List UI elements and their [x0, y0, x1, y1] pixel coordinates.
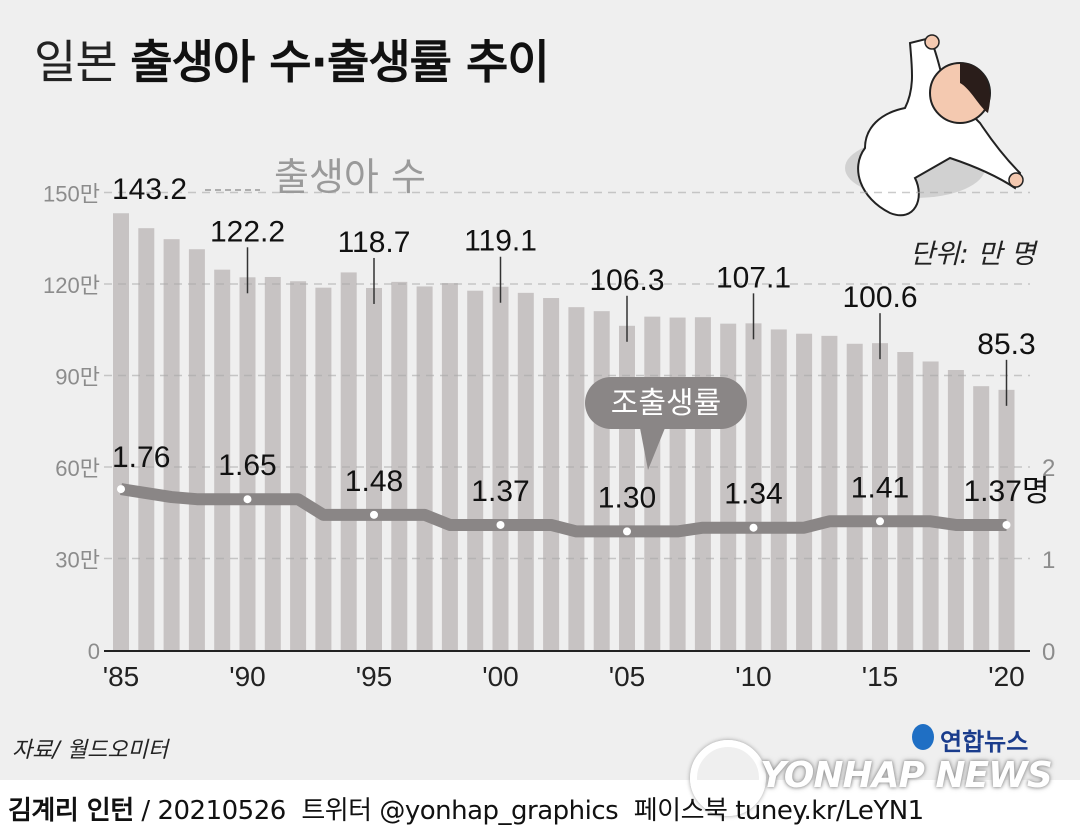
bar-1995 — [366, 287, 382, 650]
bar-1990 — [239, 277, 256, 650]
rate-value-label: 1.30 — [598, 481, 656, 514]
bar-2018 — [947, 370, 964, 650]
rate-value-label: 1.41 — [851, 471, 909, 504]
bar-2010 — [745, 323, 762, 650]
x-tick-label: '00 — [482, 661, 519, 692]
bar-2000 — [492, 286, 509, 650]
bar-series-label: 출생아 수 — [274, 155, 426, 199]
bar-value-label: 107.1 — [716, 261, 791, 294]
footer-facebook[interactable]: 페이스북 tuney.kr/LeYN1 — [633, 796, 924, 826]
bar-2016 — [897, 352, 914, 650]
baby-illustration-icon — [845, 34, 1024, 217]
line-series-label: 조출생률 — [611, 386, 721, 421]
bar-value-label: 119.1 — [464, 225, 537, 258]
yonhap-watermark: YONHAP NEWS — [760, 755, 1053, 796]
bar-2012 — [796, 333, 813, 650]
rate-value-label: 1.65 — [218, 449, 276, 482]
bar-2008 — [694, 317, 711, 650]
bar-2014 — [846, 343, 863, 650]
rate-value-label: 1.48 — [345, 465, 403, 498]
bar-value-label: 122.2 — [210, 215, 285, 248]
bar-value-label: 100.6 — [842, 281, 917, 314]
bar-1988 — [188, 249, 205, 651]
bar-1999 — [467, 290, 484, 650]
y-tick-left: 120만 — [43, 273, 100, 298]
x-tick-label: '15 — [862, 661, 899, 692]
yonhap-logo-icon — [912, 724, 934, 750]
footer-date: / 20210526 — [141, 796, 286, 826]
bar-2007 — [669, 317, 686, 650]
x-tick-label: '05 — [609, 661, 646, 692]
bar-1989 — [214, 269, 231, 650]
bar-2011 — [770, 329, 787, 650]
y-tick-left: 90만 — [55, 365, 100, 390]
chart-title: 일본 출생아 수·출생률 추이 — [34, 26, 550, 92]
x-tick-label: '20 — [988, 661, 1025, 692]
rate-value-label: 1.34 — [724, 478, 782, 511]
rate-value-label: 1.76 — [112, 441, 170, 474]
bar-2015 — [872, 343, 888, 650]
bar-2001 — [517, 292, 534, 650]
x-tick-label: '85 — [103, 661, 140, 692]
footer-credits: 김계리 인턴 / 20210526 트위터 @yonhap_graphics 페… — [8, 790, 924, 827]
bar-1987 — [163, 239, 180, 651]
bar-1994 — [340, 272, 357, 650]
bar-1991 — [264, 276, 281, 650]
footer-twitter[interactable]: 트위터 @yonhap_graphics — [301, 796, 619, 826]
x-tick-label: '90 — [229, 661, 266, 692]
bar-2002 — [543, 298, 560, 650]
bar-2017 — [922, 361, 939, 650]
bar-2019 — [973, 386, 990, 650]
x-tick-label: '10 — [735, 661, 772, 692]
bar-value-label: 106.3 — [589, 264, 664, 297]
bar-1993 — [315, 287, 332, 650]
bar-1997 — [416, 286, 433, 650]
y-tick-right: 2 — [1042, 455, 1055, 482]
title-prefix: 일본 — [34, 35, 118, 89]
source-label: 자료/ 월드오미터 — [12, 738, 169, 763]
y-tick-left: 0 — [88, 639, 100, 664]
bar-1992 — [290, 281, 307, 650]
y-tick-left: 30만 — [55, 548, 100, 573]
title-main: 출생아 수·출생률 추이 — [130, 35, 549, 89]
birth-rate-line — [120, 483, 1007, 538]
bar-value-label: 118.7 — [338, 226, 411, 259]
unit-label: 단위: 만 명 — [910, 239, 1036, 270]
bar-2013 — [821, 335, 838, 650]
bar-1986 — [138, 228, 155, 650]
chart-canvas: 0 30만 60만 90만 120만 150만 0 1 2 '85 '90 '95 '00 '05 '10 '… — [43, 155, 1055, 692]
rate-value-label: 1.37 — [471, 475, 529, 508]
footer-author: 김계리 인턴 — [8, 796, 134, 826]
bar-value-label: 143.2 — [112, 173, 187, 206]
y-tick-right: 1 — [1042, 547, 1055, 574]
y-tick-left: 60만 — [55, 456, 100, 481]
bar-2003 — [568, 307, 585, 650]
y-tick-left: 150만 — [43, 182, 100, 207]
x-tick-label: '95 — [356, 661, 393, 692]
yonhap-logo-text: 연합뉴스 — [940, 728, 1029, 756]
bar-1985 — [113, 213, 129, 651]
rate-value-label: 1.37명 — [964, 475, 1050, 508]
yonhap-watermark-logo-icon — [690, 740, 766, 816]
footer-background — [0, 780, 1080, 839]
y-tick-right: 0 — [1042, 639, 1055, 666]
bar-value-label: 85.3 — [977, 328, 1035, 361]
